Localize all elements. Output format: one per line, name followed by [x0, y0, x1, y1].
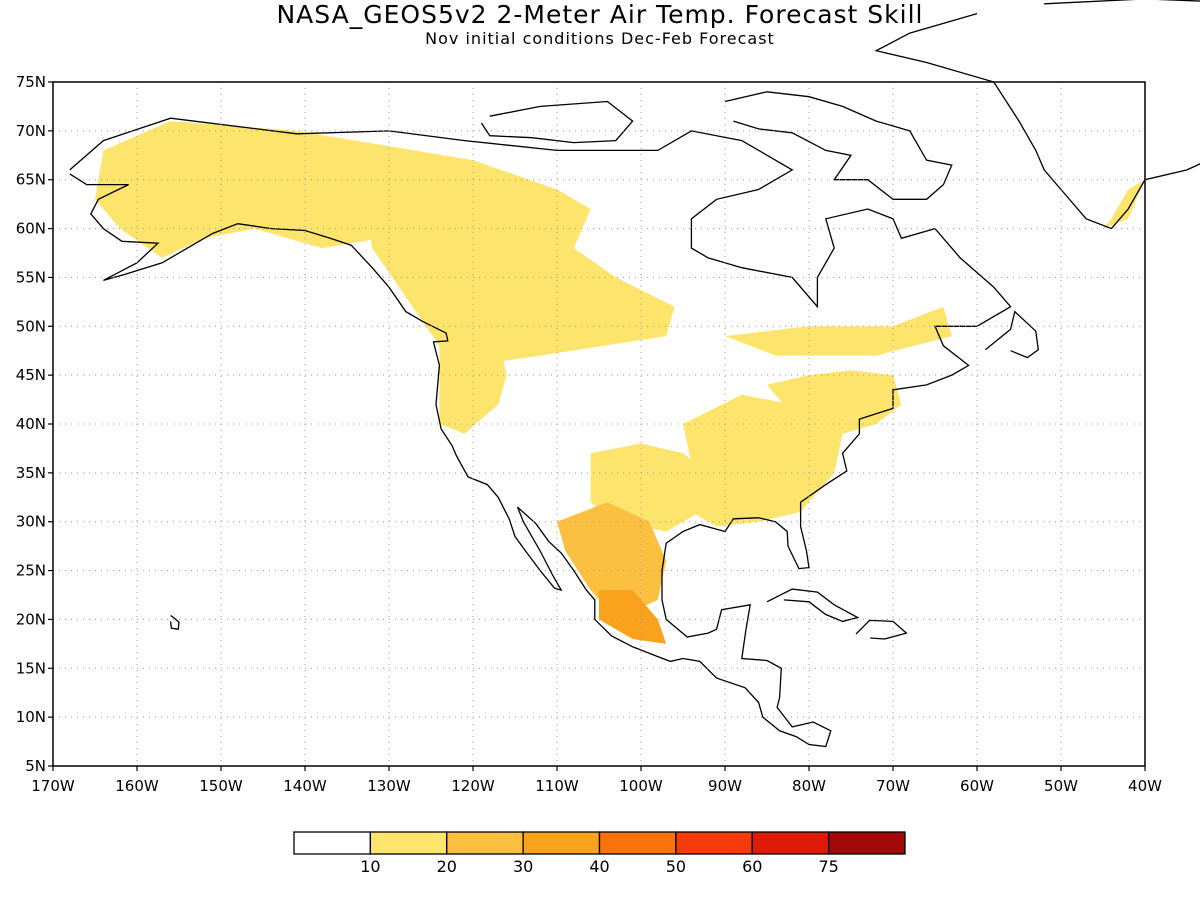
- colorbar-label: 10: [360, 857, 380, 876]
- colorbar-swatch: [293, 831, 372, 855]
- victoria-island-coast: [480, 100, 634, 144]
- colorbar-swatch: [522, 831, 601, 855]
- y-tick-label: 45N: [16, 366, 46, 384]
- x-tick-label: 40W: [1128, 777, 1162, 795]
- x-tick-label: 130W: [367, 777, 411, 795]
- colorbar-swatch: [369, 831, 448, 855]
- skill-region-1: [355, 140, 675, 366]
- colorbar-label: 40: [589, 857, 609, 876]
- skill-region-4: [683, 394, 843, 527]
- x-tick-label: 140W: [283, 777, 327, 795]
- y-tick-label: 65N: [16, 171, 46, 189]
- x-tick-label: 80W: [792, 777, 826, 795]
- x-tick-label: 60W: [960, 777, 994, 795]
- cuba-coast: [766, 588, 860, 623]
- colorbar-label: 60: [742, 857, 762, 876]
- x-tick-label: 90W: [708, 777, 742, 795]
- y-tick-label: 60N: [16, 220, 46, 238]
- hawaii-coast: [169, 614, 180, 630]
- x-tick-label: 170W: [31, 777, 75, 795]
- colorbar-swatch: [751, 831, 830, 855]
- north-america-coast: [69, 117, 1012, 748]
- y-tick-label: 20N: [16, 610, 46, 628]
- coastline-layer: [69, 0, 1200, 748]
- x-tick-label: 160W: [115, 777, 159, 795]
- hispaniola-coast: [855, 619, 908, 640]
- y-tick-label: 30N: [16, 513, 46, 531]
- gridlines: [53, 82, 1145, 766]
- y-tick-label: 75N: [16, 73, 46, 91]
- greenland-coast: [874, 0, 1200, 230]
- y-tick-label: 35N: [16, 464, 46, 482]
- y-tick-label: 40N: [16, 415, 46, 433]
- x-tick-label: 50W: [1044, 777, 1078, 795]
- chart-title: NASA_GEOS5v2 2-Meter Air Temp. Forecast …: [276, 0, 924, 29]
- colorbar-label: 20: [437, 857, 457, 876]
- skill-region-6: [725, 306, 952, 356]
- colorbar-label: 50: [666, 857, 686, 876]
- skill-fill-layer: [95, 121, 1145, 644]
- newfoundland-coast: [984, 310, 1039, 359]
- x-tick-label: 150W: [199, 777, 243, 795]
- colorbar-swatch: [446, 831, 524, 855]
- y-axis: 5N 10N 15N 20N 25N 30N 35N 40N 45N 50N 55N 60N 65N 70…: [16, 73, 53, 775]
- colorbar: 10 20 30 40 50 60 75: [293, 831, 906, 876]
- colorbar-swatch: [675, 831, 753, 855]
- skill-region-5: [767, 370, 902, 434]
- chart-subtitle: Nov initial conditions Dec-Feb Forecast: [425, 29, 775, 48]
- y-tick-label: 70N: [16, 122, 46, 140]
- skill-region-8: [557, 502, 667, 620]
- y-tick-label: 25N: [16, 562, 46, 580]
- y-tick-label: 55N: [16, 268, 46, 286]
- x-tick-label: 70W: [876, 777, 910, 795]
- x-tick-label: 120W: [451, 777, 495, 795]
- colorbar-swatch: [598, 831, 677, 855]
- x-tick-label: 110W: [535, 777, 579, 795]
- colorbar-swatch: [827, 831, 906, 855]
- y-tick-label: 10N: [16, 708, 46, 726]
- y-tick-label: 50N: [16, 317, 46, 335]
- colorbar-label: 30: [513, 857, 533, 876]
- y-tick-label: 5N: [25, 757, 46, 775]
- x-axis: 170W 160W 150W 140W 130W 120W 110W 100W 90W 80W 70…: [31, 766, 1162, 795]
- colorbar-label: 75: [818, 857, 838, 876]
- skill-region-2: [439, 336, 507, 434]
- skill-region-9: [599, 590, 667, 644]
- y-tick-label: 15N: [16, 659, 46, 677]
- x-tick-label: 100W: [619, 777, 663, 795]
- skill-region-7: [1103, 179, 1145, 229]
- baffin-island-coast: [724, 91, 953, 200]
